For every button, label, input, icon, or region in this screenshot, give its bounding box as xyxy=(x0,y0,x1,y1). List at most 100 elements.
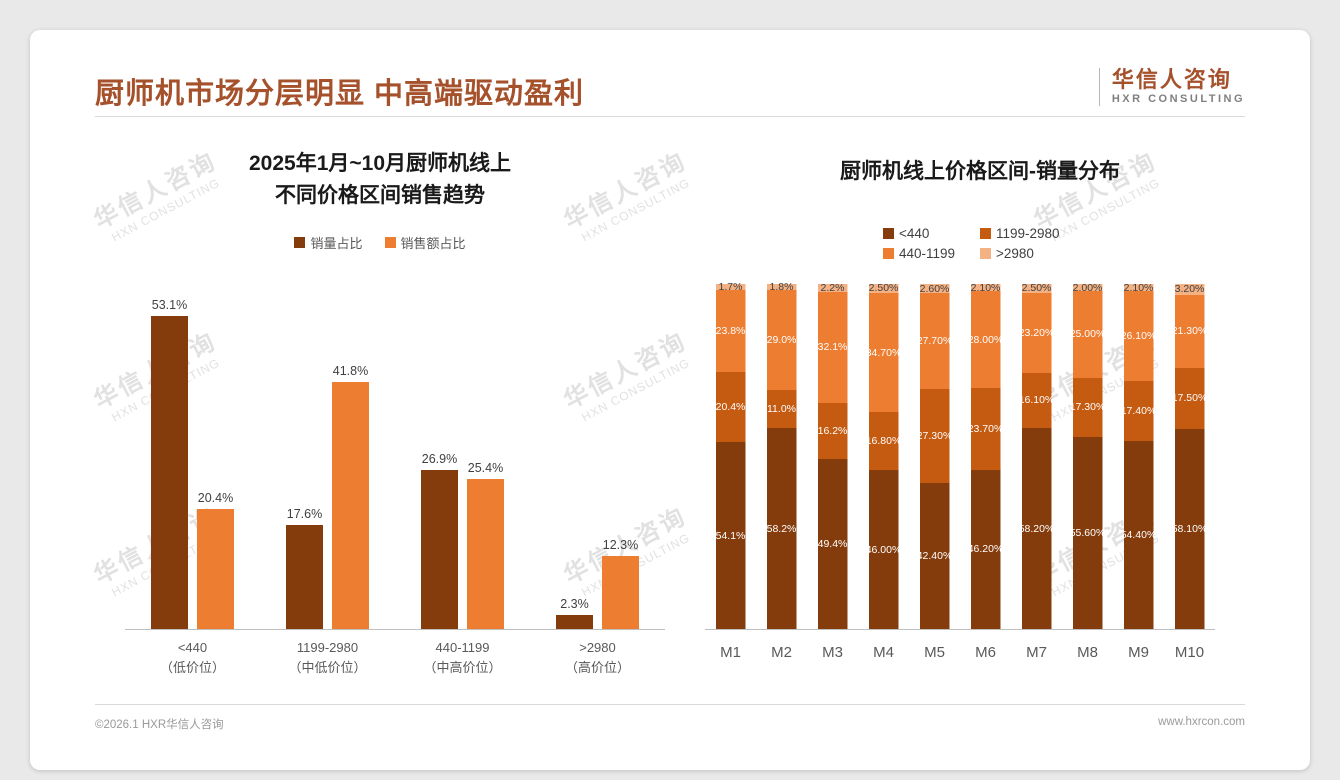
legend-item: 440-1199 xyxy=(883,246,980,261)
bar-segment: 17.50% xyxy=(1171,368,1208,429)
left-chart-legend: 销量占比 销售额占比 xyxy=(90,233,670,252)
bar-segment: 29.0% xyxy=(766,290,797,391)
footer-copyright: ©2026.1 HXR华信人咨询 xyxy=(95,719,224,731)
bar-segment: 1.8% xyxy=(766,281,797,294)
bar-segment: 42.40% xyxy=(919,482,950,629)
legend-swatch xyxy=(384,237,396,248)
legend-label: >2980 xyxy=(996,246,1034,261)
category-label: M6 xyxy=(975,644,996,661)
bar-segment: 49.4% xyxy=(817,458,848,629)
bar-segment: 2.60% xyxy=(919,282,950,295)
segment-value-label: 17.50% xyxy=(1171,392,1208,405)
left-chart-title: 2025年1月~10月厨师机线上 不同价格区间销售趋势 xyxy=(248,152,512,207)
bar-segment: 17.40% xyxy=(1120,381,1157,442)
left-chart-plot: 53.1% 20.4% 17.6% 41.8% 26.9% 25.4% 2.3% 12.3% xyxy=(125,298,665,630)
bar: 2.3% xyxy=(556,597,593,629)
bar: 53.1% xyxy=(151,298,188,629)
bar-group: 26.9% 25.4% xyxy=(421,452,504,629)
right-chart-plot: 1.7% 23.8% 20.4% 54.1% 1.8% 29.0% 11.0% 58.2% 2.… xyxy=(705,281,1215,630)
right-chart: 厨师机线上价格区间-销量分布 <440 1199-2980 440-1199 >… xyxy=(680,130,1280,730)
category-label: M4 xyxy=(873,644,894,661)
bar-segment: 21.30% xyxy=(1171,294,1208,369)
segment-value-label: 25.00% xyxy=(1069,328,1106,341)
segment-value-label: 27.70% xyxy=(916,334,953,347)
bar-segment: 27.30% xyxy=(919,388,950,483)
bar-segment: 54.1% xyxy=(715,442,746,629)
bar-rect xyxy=(602,556,639,629)
segment-value-label: 2.60% xyxy=(919,282,950,295)
segment-value-label: 23.20% xyxy=(1018,326,1055,339)
segment-value-label: 1.8% xyxy=(769,281,794,294)
bar-value-label: 12.3% xyxy=(602,538,639,553)
bar-segment: 46.00% xyxy=(865,470,902,629)
bar-group: 53.1% 20.4% xyxy=(151,298,234,629)
category-label: 440-1199 （中高价位） xyxy=(423,640,502,676)
company-logo: 华信人咨询 HXR CONSULTING xyxy=(1098,67,1245,107)
footer: ©2026.1 HXR华信人咨询 www.hxrcon.com xyxy=(95,704,1245,732)
bar: 26.9% xyxy=(421,452,458,629)
bar-rect xyxy=(467,479,504,629)
bar-segment: 27.70% xyxy=(916,293,953,389)
legend-label: 440-1199 xyxy=(899,246,956,261)
category-label: M8 xyxy=(1077,644,1098,661)
segment-value-label: 20.4% xyxy=(715,401,746,414)
segment-value-label: 58.10% xyxy=(1171,522,1208,535)
bar-group: 17.6% 41.8% xyxy=(286,364,369,629)
bar-rect xyxy=(286,525,323,629)
segment-value-label: 16.80% xyxy=(865,435,902,448)
bar-value-label: 2.3% xyxy=(560,597,589,612)
segment-value-label: 28.00% xyxy=(967,333,1004,346)
page-title: 厨师机市场分层明显 中高端驱动盈利 xyxy=(95,78,585,110)
category-label: 1199-2980 （中低价位） xyxy=(288,640,367,676)
segment-value-label: 21.30% xyxy=(1171,325,1208,338)
segment-value-label: 46.20% xyxy=(967,543,1004,556)
category-label: M7 xyxy=(1026,644,1047,661)
left-chart: 2025年1月~10月厨师机线上 不同价格区间销售趋势 销量占比 销售额占比 5… xyxy=(90,130,670,730)
segment-value-label: 54.1% xyxy=(715,529,746,542)
segment-value-label: 16.2% xyxy=(817,424,848,437)
bar: 25.4% xyxy=(467,461,504,629)
legend-label: 销售额占比 xyxy=(400,236,466,251)
bar-segment: 58.2% xyxy=(766,428,797,629)
segment-value-label: 46.00% xyxy=(865,543,902,556)
category-label: M1 xyxy=(720,644,741,661)
header-divider xyxy=(95,116,1245,117)
legend-item: >2980 xyxy=(980,246,1077,261)
right-chart-legend: <440 1199-2980 440-1199 >2980 xyxy=(680,226,1280,261)
segment-value-label: 29.0% xyxy=(766,334,797,347)
bar-rect xyxy=(421,470,458,629)
stacked-bar: 2.10% 26.10% 17.40% 54.40% xyxy=(1120,282,1157,629)
legend-swatch xyxy=(980,228,991,239)
legend-label: 1199-2980 xyxy=(996,226,1060,241)
bar-segment: 58.10% xyxy=(1171,428,1208,629)
bar-rect xyxy=(332,382,369,629)
bar-segment: 16.2% xyxy=(817,402,848,459)
stacked-bar: 2.2% 32.1% 16.2% 49.4% xyxy=(817,282,848,629)
stacked-bar: 1.8% 29.0% 11.0% 58.2% xyxy=(766,281,797,629)
bar-segment: 58.20% xyxy=(1021,428,1052,629)
bar-segment: 2.2% xyxy=(817,282,848,294)
segment-value-label: 23.8% xyxy=(715,324,746,337)
segment-value-label: 2.10% xyxy=(970,281,1001,294)
bar-segment: 23.20% xyxy=(1018,292,1055,373)
segment-value-label: 17.40% xyxy=(1120,405,1157,418)
bar-rect xyxy=(197,508,234,629)
bar-value-label: 17.6% xyxy=(286,507,323,522)
category-label: >2980 （高价位） xyxy=(564,640,630,676)
legend-swatch xyxy=(883,228,894,239)
segment-value-label: 54.40% xyxy=(1120,529,1157,542)
legend-item: 销量占比 xyxy=(294,233,363,252)
left-chart-categories: <440 （低价位） 1199-2980 （中低价位） 440-1199 （中高价位… xyxy=(125,638,665,678)
stacked-bar: 2.10% 28.00% 23.70% 46.20% xyxy=(967,281,1004,629)
bar-segment: 23.70% xyxy=(970,387,1001,470)
bar-segment: 16.80% xyxy=(865,412,902,471)
segment-value-label: 2.00% xyxy=(1072,281,1103,294)
bar-value-label: 41.8% xyxy=(332,364,369,379)
bar-value-label: 25.4% xyxy=(467,461,504,476)
category-label: M2 xyxy=(771,644,792,661)
legend-swatch xyxy=(294,237,306,248)
category-label: <440 （低价位） xyxy=(159,640,225,676)
bar-segment: 2.50% xyxy=(868,282,899,294)
segment-value-label: 2.50% xyxy=(1021,282,1052,295)
segment-value-label: 11.0% xyxy=(767,403,796,416)
